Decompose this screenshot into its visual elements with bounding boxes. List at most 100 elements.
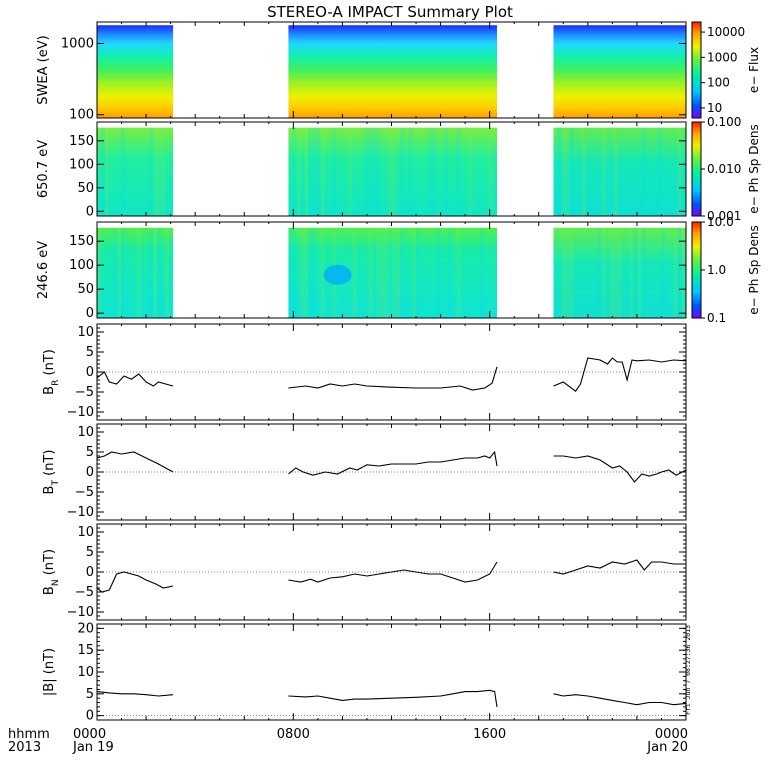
y-tick-label: 1000 [61, 36, 94, 51]
x-tick-label: 0000 [73, 727, 106, 742]
heatmap-stripe [153, 127, 157, 216]
heatmap-stripe [312, 227, 317, 318]
y-tick-label: 5 [86, 445, 94, 460]
panel-6: −10 −5 0 5 10 BN (nT) [42, 523, 687, 621]
data-trace [96, 691, 174, 697]
colorbar-tick-label: 0.1 [707, 311, 726, 325]
heatmap-stripe [137, 227, 141, 318]
y-tick-label: 10 [77, 665, 94, 680]
heatmap-stripe [392, 227, 397, 318]
y-tick-label: 150 [69, 134, 94, 149]
y-axis-label-main: B [42, 386, 57, 395]
heatmap-stripe [561, 227, 566, 318]
heatmap-stripe [561, 127, 566, 216]
panel-3: 0.1 1.0 10.0 e− Ph Sp Dens 0 50 100 150 246.6 eV [36, 215, 761, 325]
heatmap-stripe [320, 127, 325, 216]
heatmap-stripe [105, 127, 109, 216]
y-tick-label: 0 [86, 465, 94, 480]
y-tick-label: 5 [86, 687, 94, 702]
y-tick-label: 0 [86, 709, 94, 724]
y-tick-label: −10 [67, 405, 94, 420]
heatmap-stripe [480, 227, 485, 318]
heatmap-stripe [121, 227, 125, 318]
heatmap-stripe [597, 227, 602, 318]
y-tick-label: 100 [69, 108, 94, 123]
colorbar-tick-label: 100 [707, 76, 730, 90]
heatmap-stripe [157, 227, 161, 318]
y-axis-label-main: |B| [42, 678, 57, 696]
heatmap-stripe [117, 227, 121, 318]
heatmap-stripe [456, 227, 461, 318]
heatmap-stripe [444, 127, 449, 216]
heatmap-stripe [296, 127, 301, 216]
data-trace [288, 561, 498, 583]
y-axis-label-main: B [42, 586, 57, 595]
heatmap-stripe [157, 127, 161, 216]
data-trace [96, 371, 174, 387]
heatmap-stripe [149, 127, 153, 216]
y-tick-label: 20 [77, 621, 94, 636]
y-axis-label-subscript: N [51, 579, 61, 586]
y-axis-label: BN (nT) [42, 549, 61, 595]
colorbar-label: e− Flux [747, 47, 761, 93]
panel-4: −10 −5 0 5 10 BR (nT) [42, 323, 687, 421]
heatmap-feature [323, 264, 352, 285]
y-tick-label: 100 [69, 157, 94, 172]
heatmap-stripe [320, 227, 325, 318]
heatmap-stripe [613, 127, 618, 216]
heatmap-stripe [400, 227, 405, 318]
heatmap-stripe [613, 227, 618, 318]
y-tick-label: 0 [86, 306, 94, 321]
y-axis-label: |B| (nT) [42, 648, 57, 696]
colorbar-tick-label: 10000 [707, 25, 745, 39]
heatmap-stripe [488, 127, 493, 216]
heatmap-block [97, 127, 174, 216]
heatmap-stripe [677, 227, 682, 318]
heatmap-block [288, 227, 498, 318]
heatmap-stripe [448, 227, 453, 318]
heatmap-stripe [396, 227, 401, 318]
heatmap-stripe [392, 127, 397, 216]
colorbar-tick-label: 0.010 [707, 162, 741, 176]
panel-2: 0.001 0.010 0.100 e− Ph Sp Dens 0 50 100 150 650… [36, 115, 761, 223]
heatmap-block [553, 127, 686, 216]
data-trace [288, 366, 498, 391]
data-trace [288, 689, 498, 707]
y-tick-label: 10 [77, 325, 94, 340]
heatmap-stripe [384, 227, 389, 318]
heatmap-stripe [416, 227, 421, 318]
colorbar-tick-label: 0.001 [707, 209, 741, 223]
y-tick-label: −5 [75, 485, 94, 500]
data-trace [288, 450, 498, 476]
heatmap-stripe [165, 227, 169, 318]
data-trace [553, 559, 686, 575]
colorbar-tick-label: 0.100 [707, 115, 741, 129]
heatmap-stripe [677, 127, 682, 216]
heatmap-stripe [436, 227, 441, 318]
colorbar [691, 221, 702, 319]
y-axis-label: BR (nT) [42, 349, 61, 395]
y-tick-label: 0 [86, 204, 94, 219]
plot-timestamp: Fri Jun 7 08:27:36 2013 [684, 625, 692, 715]
heatmap-block [288, 127, 498, 216]
heatmap-stripe [629, 227, 634, 318]
heatmap-block [553, 25, 686, 118]
heatmap-stripe [316, 127, 321, 216]
heatmap-stripe [408, 127, 413, 216]
y-axis-label-main: B [42, 486, 57, 495]
colorbar-tick-label: 1000 [707, 50, 738, 64]
panel-5: −10 −5 0 5 10 BT (nT) [42, 423, 687, 521]
footer-year-label: 2013 [8, 740, 41, 755]
y-tick-label: 10 [77, 425, 94, 440]
heatmap-stripe [400, 127, 405, 216]
colorbar-label: e− Ph Sp Dens [747, 225, 761, 314]
heatmap-stripe [292, 127, 297, 216]
heatmap-stripe [637, 227, 642, 318]
heatmap-stripe [288, 227, 293, 318]
panel-7: 0 5 10 15 20 |B| (nT) [42, 621, 687, 724]
heatmap-block [97, 227, 174, 318]
heatmap-stripe [641, 127, 646, 216]
colorbar-label: e− Ph Sp Dens [747, 124, 761, 213]
x-tick-label: 0800 [277, 727, 310, 742]
